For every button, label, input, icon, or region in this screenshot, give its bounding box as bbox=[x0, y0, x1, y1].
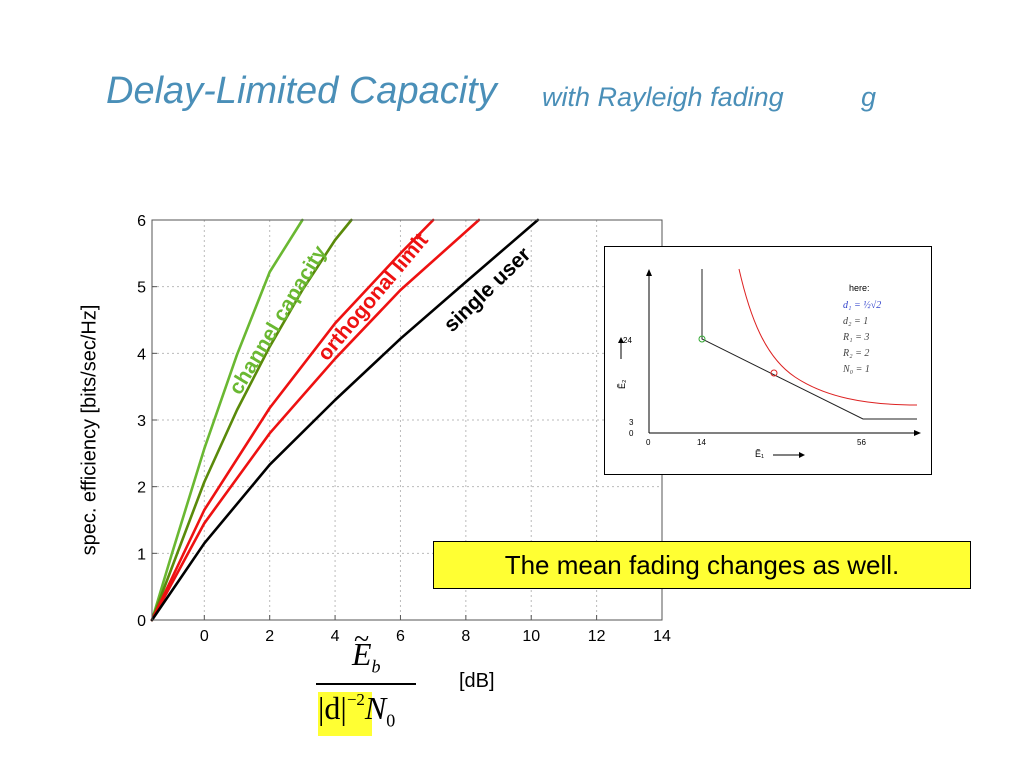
y-tick-label: 1 bbox=[137, 546, 146, 563]
series-line-0 bbox=[150, 218, 304, 622]
formula-fraction-bar bbox=[316, 683, 416, 685]
x-tick-label: 12 bbox=[588, 628, 606, 645]
formula-tilde: ~ bbox=[354, 624, 370, 655]
series-line-3 bbox=[150, 218, 481, 622]
inset-xtick-56: 56 bbox=[857, 438, 866, 447]
inset-ytick-3: 3 bbox=[629, 418, 634, 427]
label-channel-capacity: channel capacity bbox=[225, 241, 332, 398]
x-tick-label: 4 bbox=[331, 628, 340, 645]
x-tick-label: 8 bbox=[461, 628, 470, 645]
x-tick-label: 0 bbox=[200, 628, 209, 645]
x-tick-label: 10 bbox=[522, 628, 540, 645]
inset-y-arrow bbox=[646, 269, 652, 276]
slide-subtitle: with Rayleigh fading bbox=[542, 82, 784, 112]
y-tick-label: 2 bbox=[137, 480, 146, 497]
inset-xlabel-arrowhead bbox=[799, 452, 805, 458]
x-tick-label: 6 bbox=[396, 628, 405, 645]
inset-chart: 24 3 0 0 14 56 Ẽ₁ Ẽ₂ here: d₁ = ½√2 d₂ =… bbox=[604, 246, 932, 475]
inset-xtick-14: 14 bbox=[697, 438, 706, 447]
x-axis-formula: ~ Eb |d|−2N0 bbox=[316, 624, 416, 740]
inset-red-point bbox=[770, 369, 778, 377]
inset-ytick-0: 0 bbox=[629, 429, 634, 438]
y-tick-label: 3 bbox=[137, 413, 146, 430]
series-line-1 bbox=[150, 218, 353, 622]
inset-param-r2: R₂ = 2 bbox=[842, 348, 869, 359]
inset-ytick-24: 24 bbox=[623, 336, 632, 345]
formula-denominator: |d|−2N0 bbox=[318, 690, 396, 731]
y-tick-label: 0 bbox=[137, 613, 146, 630]
inset-xtick-0: 0 bbox=[646, 438, 651, 447]
inset-param-r1: R₁ = 3 bbox=[842, 332, 869, 343]
x-tick-label: 2 bbox=[265, 628, 274, 645]
slide-subtitle-ghost: ng bbox=[846, 82, 877, 112]
x-axis-unit: [dB] bbox=[459, 670, 495, 692]
inset-param-d1: d₁ = ½√2 bbox=[843, 300, 881, 311]
inset-xlabel: Ẽ₁ bbox=[755, 449, 764, 459]
callout-box: The mean fading changes as well. bbox=[433, 541, 971, 589]
inset-svg: 24 3 0 0 14 56 Ẽ₁ Ẽ₂ here: d₁ = ½√2 d₂ =… bbox=[617, 268, 921, 459]
formula-numerator: Eb bbox=[352, 636, 381, 677]
label-single-user: single user bbox=[439, 243, 535, 337]
inset-ylabel: Ẽ₂ bbox=[617, 379, 627, 389]
series-line-4 bbox=[150, 218, 540, 622]
slide-title: Delay-Limited Capacity bbox=[106, 70, 497, 112]
inset-red-curve bbox=[738, 268, 918, 406]
y-tick-label: 5 bbox=[137, 280, 146, 297]
chart-series bbox=[150, 218, 540, 622]
inset-legend-title: here: bbox=[849, 283, 870, 293]
y-tick-label: 4 bbox=[137, 346, 146, 363]
inset-x-arrow bbox=[914, 430, 921, 436]
inset-black-curve bbox=[701, 269, 917, 420]
formula-highlight bbox=[318, 692, 372, 736]
label-orthogonal-limit: orthogonal limit bbox=[313, 229, 433, 365]
inset-green-point bbox=[698, 335, 706, 343]
y-tick-label: 6 bbox=[137, 213, 146, 230]
series-line-2 bbox=[150, 218, 435, 622]
inset-param-d2: d₂ = 1 bbox=[843, 316, 868, 327]
inset-param-n0: N₀ = 1 bbox=[842, 364, 870, 375]
x-tick-label: 14 bbox=[653, 628, 671, 645]
y-axis-label: spec. efficiency [bits/sec/Hz] bbox=[78, 304, 101, 556]
inset-ylabel-arrowhead bbox=[618, 337, 624, 343]
